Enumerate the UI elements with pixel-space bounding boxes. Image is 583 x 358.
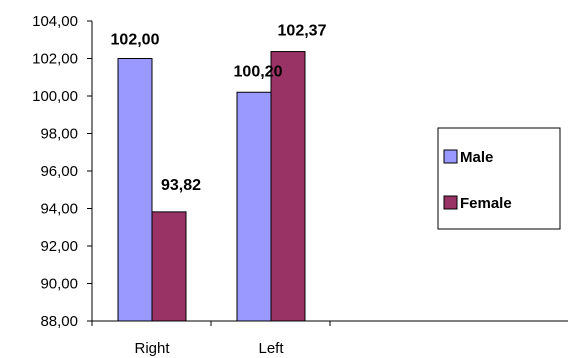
data-label-male-left: 100,20 bbox=[234, 63, 283, 80]
legend-swatch-female bbox=[443, 195, 458, 210]
x-tick-label: Left bbox=[258, 340, 284, 357]
bar-male-left bbox=[236, 91, 272, 322]
x-tick-label: Right bbox=[134, 340, 170, 357]
data-label-male-right: 102,00 bbox=[111, 32, 160, 49]
data-label-female-left: 102,37 bbox=[278, 23, 327, 40]
y-tick-label: 88,00 bbox=[40, 313, 78, 330]
y-tick-label: 96,00 bbox=[40, 163, 78, 180]
data-labels: 102,00 93,82 100,20 102,37 bbox=[111, 23, 327, 194]
legend: Male Female bbox=[437, 127, 561, 230]
bar-female-left bbox=[270, 51, 306, 322]
legend-label-male: Male bbox=[460, 149, 493, 166]
y-tick-label: 98,00 bbox=[40, 126, 78, 143]
axes: 88,00 90,00 92,00 94,00 96,00 98,00 100,00 102,… bbox=[32, 13, 568, 357]
y-tick-label: 104,00 bbox=[32, 13, 78, 30]
bar-female-right bbox=[151, 211, 187, 322]
y-tick-label: 94,00 bbox=[40, 201, 78, 218]
bars bbox=[117, 51, 306, 322]
legend-box bbox=[437, 127, 561, 230]
y-tick-label: 100,00 bbox=[32, 88, 78, 105]
y-tick-label: 90,00 bbox=[40, 276, 78, 293]
legend-swatch-male bbox=[443, 149, 458, 164]
bar-male-right bbox=[117, 58, 153, 322]
y-tick-label: 102,00 bbox=[32, 51, 78, 68]
data-label-female-right: 93,82 bbox=[161, 177, 201, 194]
y-tick-label: 92,00 bbox=[40, 238, 78, 255]
legend-label-female: Female bbox=[460, 195, 512, 212]
